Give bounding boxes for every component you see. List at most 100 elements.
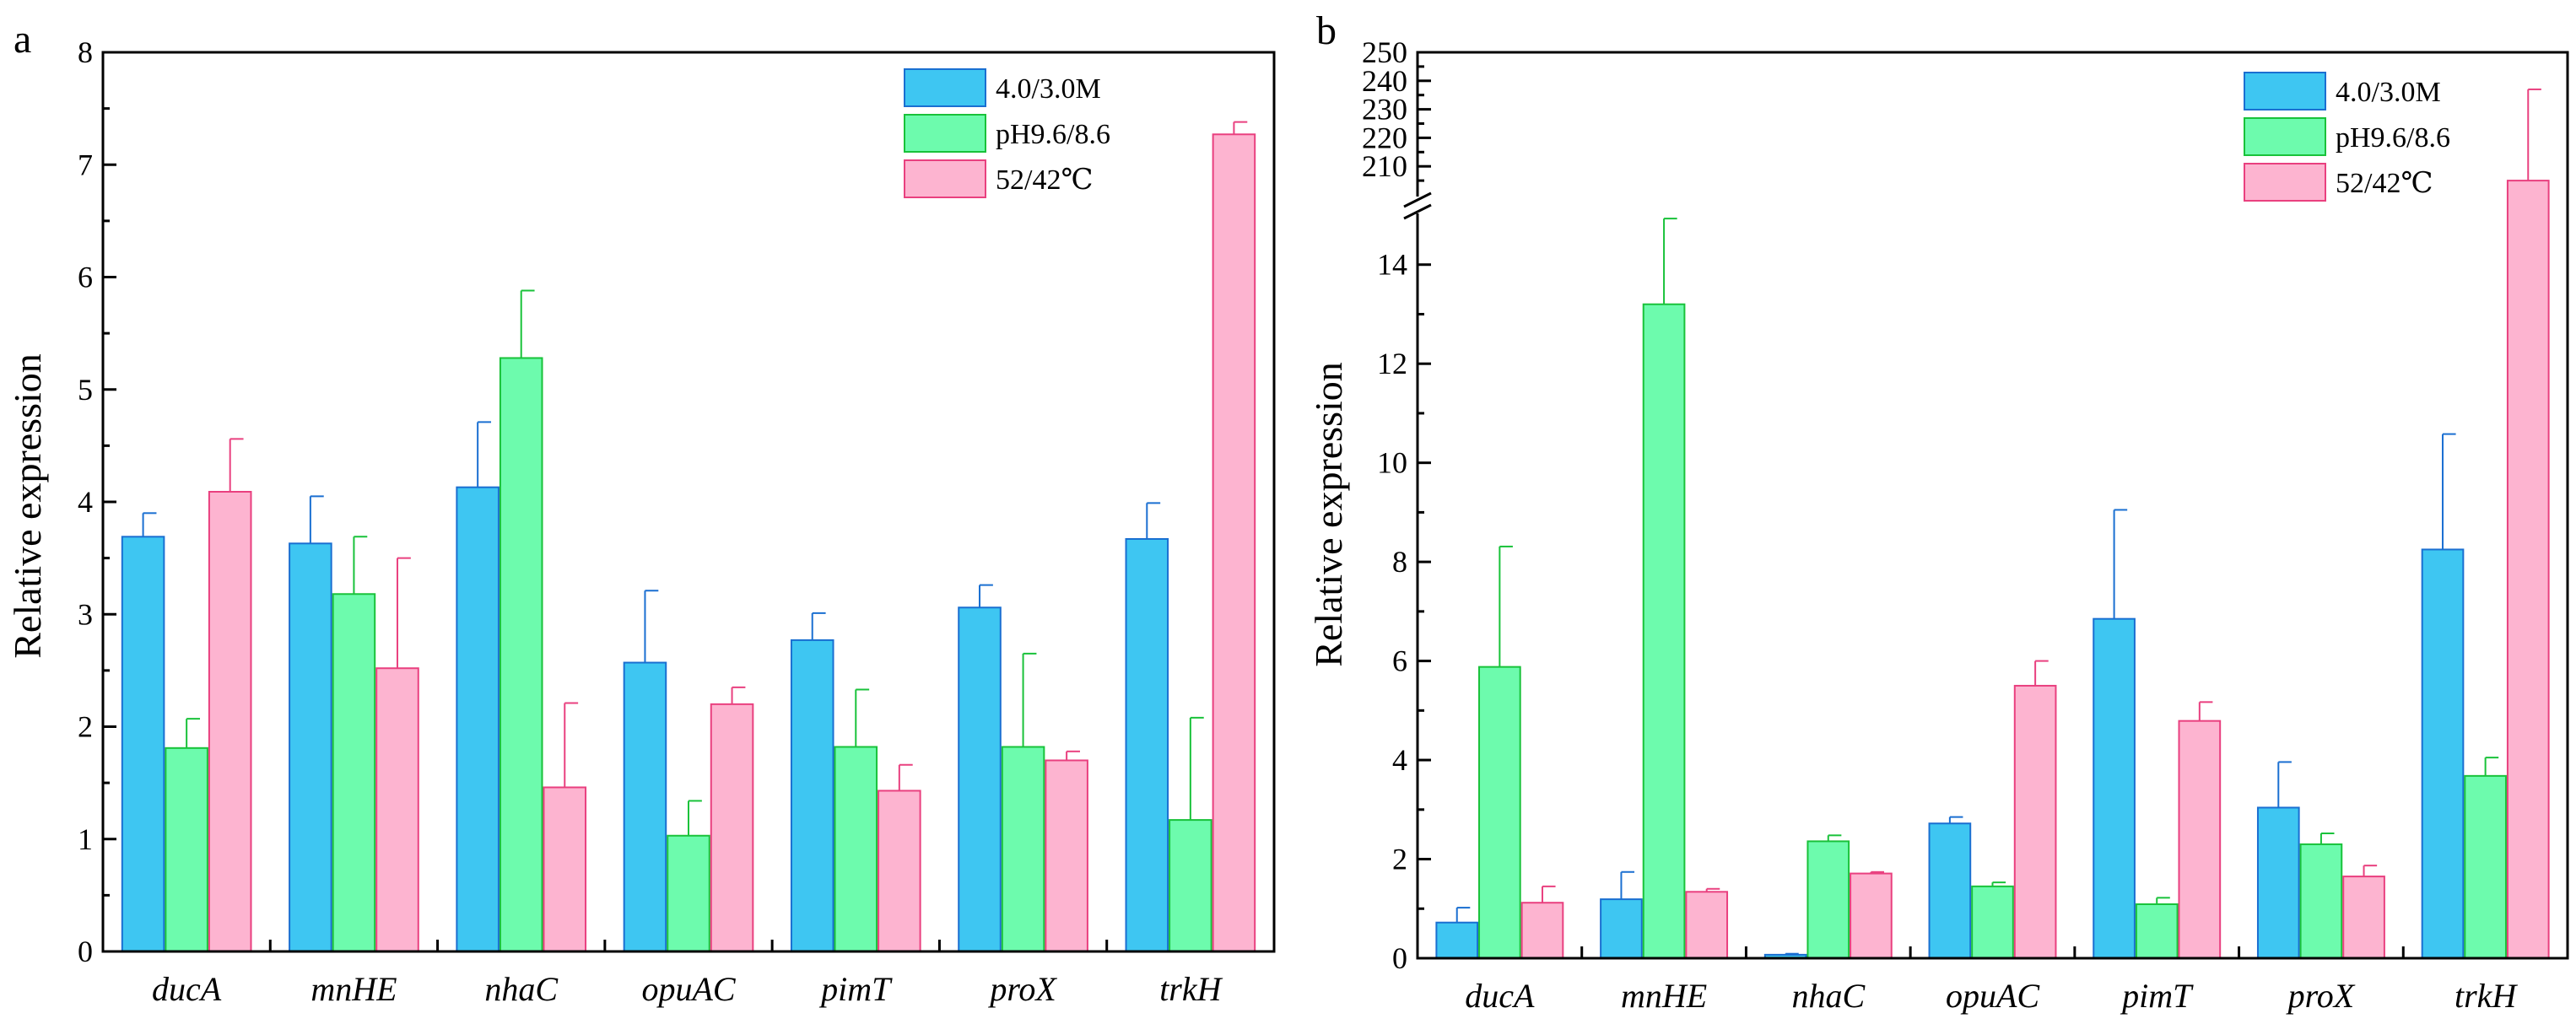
legend-a-swatch-2 <box>904 114 986 153</box>
a-bar-nhaC-s2 <box>499 357 543 952</box>
b-errorbar-nhaC-s1 <box>1785 952 1799 955</box>
b-bar-ducA-s1 <box>1435 921 1479 960</box>
b-ytick-label: 250 <box>1362 35 1407 69</box>
legend-b-label-2: pH9.6/8.6 <box>2336 122 2450 154</box>
a-errorbar-opuAC-s1 <box>644 590 659 663</box>
a-bar-opuAC-s3 <box>710 703 754 952</box>
a-errorbar-ducA-s1 <box>142 512 157 537</box>
a-bar-trkH-s2 <box>1169 819 1212 952</box>
a-bar-trkH-s3 <box>1212 133 1256 952</box>
b-bar-trkH-s2 <box>2464 774 2507 959</box>
a-xtick-label-proX: proX <box>987 970 1057 1008</box>
b-bar-opuAC-s1 <box>1928 822 1972 960</box>
b-bar-ducA-s3 <box>1520 902 1564 959</box>
b-errorbar-opuAC-s2 <box>1991 881 2006 887</box>
legend-b-label-1: 4.0/3.0M <box>2336 77 2441 108</box>
b-ytick-label: 220 <box>1362 121 1407 154</box>
b-bar-trkH-s1 <box>2421 548 2465 959</box>
a-xtick-label-nhaC: nhaC <box>484 970 559 1008</box>
b-bar-pimT-s1 <box>2093 617 2136 960</box>
b-errorbar-mnHE-s3 <box>1705 887 1720 892</box>
b-xtick-label-trkH: trkH <box>2454 977 2518 1015</box>
a-errorbar-proX-s2 <box>1022 652 1037 747</box>
legend-a-swatch-3 <box>904 159 986 198</box>
b-ytick-label: 6 <box>1392 644 1407 678</box>
a-errorbar-opuAC-s2 <box>688 800 702 836</box>
b-bar-pimT-s3 <box>2178 719 2222 960</box>
b-errorbar-opuAC-s3 <box>2034 660 2049 686</box>
panel-a-plot: 0 1 2 3 4 5 6 7 8 ducA mnHE nhaC opuAC pimT proX trkH <box>78 35 1276 1008</box>
a-errorbar-mnHE-s1 <box>309 495 324 544</box>
b-errorbar-ducA-s3 <box>1541 885 1556 903</box>
b-errorbar-pimT-s2 <box>2156 897 2170 904</box>
b-ytick-label: 0 <box>1392 941 1407 975</box>
panel-b-legend: 4.0/3.0M pH9.6/8.6 52/42℃ <box>2244 72 2450 202</box>
a-errorbar-nhaC-s3 <box>564 702 579 788</box>
b-ytick-label: 12 <box>1377 347 1407 380</box>
a-errorbar-pimT-s3 <box>898 763 913 791</box>
a-xtick-label-mnHE: mnHE <box>311 970 397 1008</box>
b-ytick-label: 230 <box>1362 93 1407 127</box>
b-errorbar-mnHE-s1 <box>1620 870 1635 900</box>
b-xtick-label-mnHE: mnHE <box>1621 977 1707 1015</box>
a-bar-mnHE-s3 <box>375 667 419 953</box>
b-ytick-label: 2 <box>1392 843 1407 876</box>
legend-b-swatch-1 <box>2244 72 2326 110</box>
b-ytick-label: 8 <box>1392 545 1407 579</box>
legend-b-swatch-2 <box>2244 117 2326 156</box>
b-errorbar-trkH-s2 <box>2484 757 2499 776</box>
a-bar-proX-s3 <box>1045 759 1088 952</box>
b-axis-break <box>1401 191 1434 220</box>
panel-a-ylabel: Relative expression <box>6 353 49 659</box>
a-bar-opuAC-s1 <box>623 661 667 952</box>
legend-a-swatch-1 <box>904 68 986 107</box>
b-errorbar-proX-s3 <box>2363 865 2378 877</box>
panel-a-letter: a <box>14 17 31 62</box>
b-bar-proX-s1 <box>2256 806 2300 960</box>
a-bar-pimT-s3 <box>878 790 921 953</box>
b-bar-trkH-s3 <box>2506 180 2550 960</box>
a-bar-mnHE-s1 <box>289 542 332 952</box>
a-ytick-label: 1 <box>78 822 93 856</box>
b-errorbar-trkH-s3 <box>2527 88 2541 181</box>
b-xtick-label-pimT: pimT <box>2120 977 2194 1015</box>
b-bar-proX-s3 <box>2342 876 2385 959</box>
b-errorbar-ducA-s2 <box>1499 545 1513 667</box>
a-errorbar-ducA-s3 <box>229 438 244 493</box>
legend-a-label-2: pH9.6/8.6 <box>996 119 1110 150</box>
a-errorbar-mnHE-s2 <box>353 536 368 595</box>
a-errorbar-pimT-s1 <box>811 612 826 640</box>
panel-b: b Relative expression 024681012142102202… <box>1307 8 2569 1015</box>
a-bar-mnHE-s2 <box>332 593 376 952</box>
b-xtick-label-proX: proX <box>2286 977 2356 1015</box>
a-bar-ducA-s1 <box>121 536 165 952</box>
a-bar-trkH-s1 <box>1125 537 1169 952</box>
a-bar-pimT-s1 <box>790 639 834 953</box>
a-xtick-label-pimT: pimT <box>818 970 893 1008</box>
b-bar-pimT-s2 <box>2135 903 2179 960</box>
b-bar-ducA-s2 <box>1478 666 1521 959</box>
a-ytick-label: 2 <box>78 710 93 744</box>
a-ytick-label: 7 <box>78 148 93 181</box>
b-ytick-label: 14 <box>1377 248 1407 282</box>
b-frame <box>1416 51 2569 960</box>
a-errorbar-proX-s1 <box>979 584 993 608</box>
a-ytick-label: 5 <box>78 373 93 407</box>
b-bar-nhaC-s2 <box>1806 840 1850 960</box>
b-bar-opuAC-s3 <box>2013 684 2057 959</box>
a-errorbar-proX-s3 <box>1066 750 1080 761</box>
a-errorbar-trkH-s3 <box>1233 121 1248 135</box>
panel-a-legend: 4.0/3.0M pH9.6/8.6 52/42℃ <box>904 68 1110 198</box>
b-bar-nhaC-s3 <box>1850 872 1893 960</box>
a-xtick-label-trkH: trkH <box>1159 970 1223 1008</box>
panel-b-letter: b <box>1316 8 1337 53</box>
b-errorbar-proX-s1 <box>2277 761 2292 808</box>
a-errorbar-nhaC-s2 <box>520 289 535 358</box>
b-errorbar-pimT-s3 <box>2198 701 2213 721</box>
legend-b-swatch-3 <box>2244 163 2326 202</box>
a-ytick-label: 4 <box>78 485 93 519</box>
legend-a-label-1: 4.0/3.0M <box>996 73 1101 105</box>
b-bar-mnHE-s2 <box>1642 303 1686 960</box>
